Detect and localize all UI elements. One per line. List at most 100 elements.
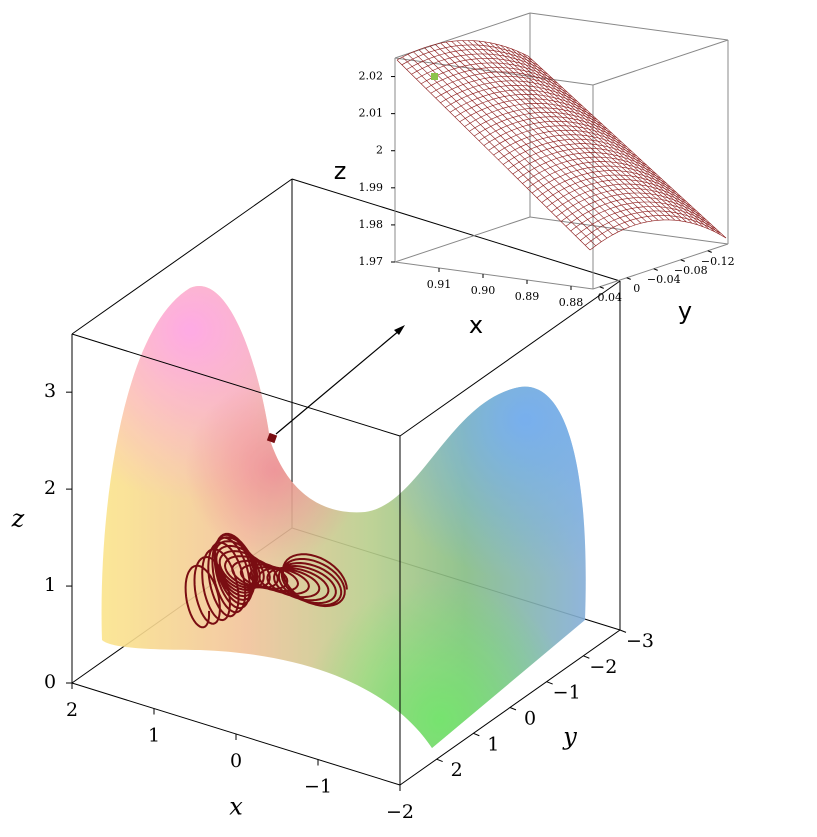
y-axis	[592, 243, 729, 290]
x-tick-label: 0.89	[515, 290, 540, 303]
mesh-line	[565, 197, 702, 227]
z-tick-label: 1.98	[359, 218, 384, 231]
y-tick-mark	[509, 707, 517, 711]
y-tick-mark	[436, 758, 443, 763]
mesh-line	[570, 201, 707, 232]
box-edge	[71, 333, 401, 437]
x-tick-label: 0	[230, 750, 242, 772]
y-tick-label: 1	[487, 733, 499, 755]
y-tick-label: −0.04	[647, 273, 681, 286]
x-tick-label: 1	[148, 725, 160, 747]
z-tick-label: 2.01	[359, 107, 384, 120]
inset-x-axis-label: x	[469, 311, 483, 339]
y-tick-label: 2	[451, 759, 463, 781]
box-edge	[71, 178, 293, 335]
mesh-line	[411, 53, 544, 75]
mesh-line	[469, 107, 603, 132]
y-tick-mark	[680, 259, 685, 262]
box-edge	[394, 12, 531, 59]
z-tick-label: 1.99	[359, 181, 384, 194]
mesh-line	[440, 80, 573, 104]
mesh-line	[464, 102, 598, 127]
mesh-line	[536, 170, 672, 199]
z-tick-label: 2.02	[359, 70, 384, 83]
y-tick-mark	[707, 250, 712, 253]
z-tick-label: 2	[44, 477, 56, 499]
mesh-line	[527, 161, 662, 189]
surface-shade	[101, 286, 586, 748]
box-edge	[291, 178, 621, 282]
point-marker	[266, 432, 278, 444]
y-tick-label: 0	[524, 708, 536, 730]
y-axis-label: y	[562, 723, 577, 751]
x-tick-label: −2	[386, 801, 414, 823]
mesh-line	[493, 129, 628, 156]
mesh-line	[580, 210, 717, 241]
y-tick-mark	[473, 732, 480, 737]
box-edge	[394, 57, 594, 86]
mesh-line	[401, 44, 534, 66]
z-tick-label: 3	[44, 380, 56, 402]
x-tick-label: 0.90	[471, 284, 496, 297]
y-tick-mark	[626, 277, 631, 280]
y-tick-label: 0.04	[598, 291, 623, 304]
box-front: 2 1 0 −1 −2 2 1 0 −1 −2 −3 0 1 2 3	[44, 333, 654, 823]
x-axis	[394, 261, 594, 290]
mesh-line	[449, 89, 583, 113]
mesh-line	[420, 62, 553, 85]
box-edge	[399, 280, 621, 437]
y-tick-mark	[546, 681, 553, 685]
mesh-line	[517, 152, 652, 180]
x-axis-label: x	[229, 793, 243, 821]
mesh-line	[396, 40, 529, 61]
y-tick-mark	[583, 655, 590, 659]
mesh-line	[560, 192, 697, 222]
mesh-line	[483, 120, 618, 146]
mesh-line	[498, 134, 633, 161]
mesh-line	[556, 188, 692, 218]
y-tick-label: −0.12	[701, 255, 735, 268]
mesh-line	[585, 215, 722, 246]
inset-y-axis-label: y	[678, 297, 692, 325]
mesh-line	[575, 206, 712, 237]
mesh-line	[522, 156, 657, 184]
y-tick-label: −0.08	[674, 264, 708, 277]
surface	[101, 286, 586, 748]
y-tick-label: −3	[626, 630, 654, 652]
y-tick-mark	[619, 629, 627, 633]
mesh-line	[435, 75, 568, 99]
mesh-line	[416, 58, 548, 80]
inset-z-axis-label: z	[334, 157, 347, 185]
mesh-line	[454, 93, 588, 118]
y-tick-mark	[653, 268, 658, 271]
y-tick-label: −1	[553, 682, 581, 704]
mesh-line	[541, 174, 677, 203]
mesh-line	[406, 49, 539, 70]
inset: 0.91 0.90 0.89 0.88 0.04 0 −0.04−0.08−0.12 1.97…	[359, 12, 735, 309]
x-tick-label: −1	[304, 776, 332, 798]
inset-mesh	[396, 40, 727, 251]
mesh-line	[589, 219, 727, 251]
mesh-line	[488, 125, 623, 151]
mesh-line	[531, 165, 667, 194]
x-tick-label: 0.88	[559, 296, 584, 309]
y-tick-label: −2	[589, 656, 617, 678]
z-tick-label: 2	[376, 144, 383, 157]
box-edge	[592, 39, 729, 86]
mesh-line	[512, 147, 647, 175]
mesh-line	[425, 67, 558, 89]
mesh-line	[445, 84, 578, 108]
mesh-line	[507, 143, 643, 170]
box-edge	[394, 216, 531, 263]
x-tick-label: 0.91	[427, 278, 452, 291]
mesh-line	[430, 71, 563, 94]
mesh-line	[551, 183, 687, 213]
arrow-head	[394, 325, 405, 335]
z-tick-label: 1.97	[359, 255, 384, 268]
z-tick-label: 1	[44, 574, 56, 596]
y-tick-mark	[599, 286, 604, 289]
mesh-line	[478, 116, 613, 142]
box-edge	[529, 12, 729, 41]
